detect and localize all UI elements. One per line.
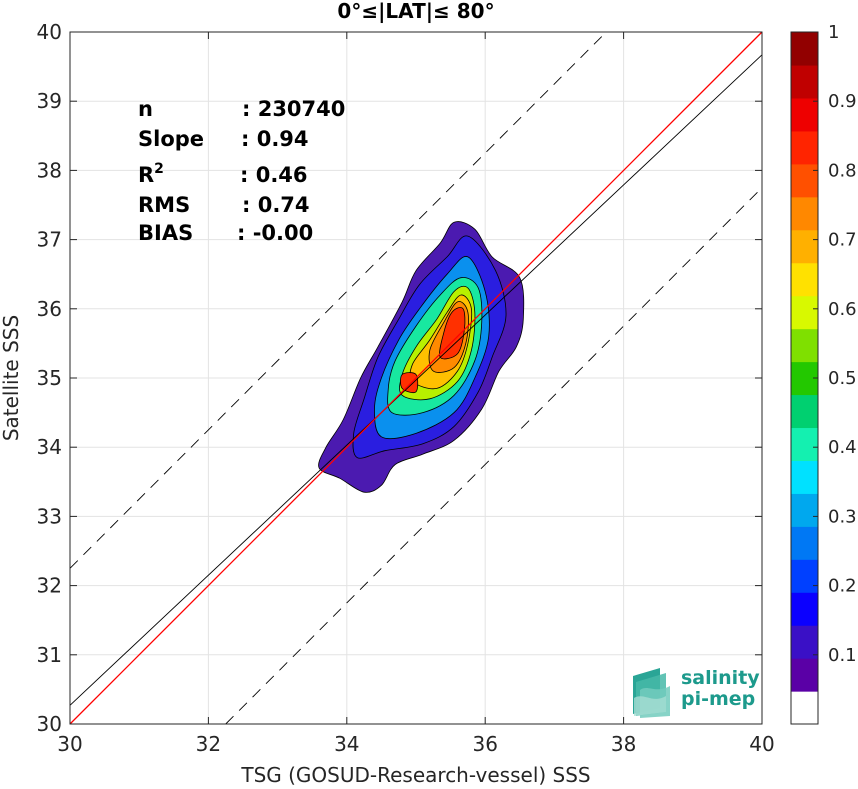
- stat-label: R2: [138, 161, 164, 187]
- colorbar-segment: [791, 559, 818, 593]
- colorbar-tick-label: 0.3: [828, 506, 857, 527]
- x-axis-ticks: 30 32 34 36 38 40: [57, 32, 775, 756]
- colorbar-tick-label: 0.9: [828, 91, 857, 112]
- reference-lines: [69, 31, 763, 725]
- stat-value: : 0.94: [241, 127, 309, 151]
- y-tick-label: 38: [37, 158, 62, 182]
- salinity-pi-mep-logo: salinity pi-mep: [633, 667, 760, 718]
- x-tick-label: 38: [611, 732, 636, 756]
- colorbar-segment: [791, 229, 818, 264]
- colorbar-segment: [791, 493, 818, 527]
- logo-text-pi-mep: pi-mep: [681, 688, 755, 710]
- stat-value: : 0.46: [240, 163, 308, 187]
- colorbar-tick-label: 0.7: [828, 230, 857, 251]
- contour-level-7: [439, 307, 466, 360]
- colorbar-segment: [791, 592, 818, 626]
- statistics-block: n : 230740 Slope : 0.94 R2 : 0.46 RMS : 0.74 BIA…: [138, 97, 345, 245]
- logo-text-salinity: salinity: [681, 667, 760, 689]
- colorbar-tick-label: 1: [828, 22, 839, 43]
- logo-wave-icon: [633, 668, 670, 718]
- stat-value: : 230740: [242, 97, 345, 121]
- y-tick-label: 40: [37, 20, 62, 44]
- stat-label-superscript: 2: [154, 161, 164, 177]
- colorbar-segment: [791, 32, 818, 66]
- colorbar-segment: [791, 196, 818, 231]
- stat-label: n: [138, 97, 153, 121]
- y-tick-label: 32: [37, 574, 62, 598]
- colorbar-segment: [791, 526, 818, 560]
- colorbar-tick-label: 0.6: [828, 299, 857, 320]
- x-tick-label: 36: [472, 732, 497, 756]
- colorbar-segment: [791, 427, 818, 461]
- colorbar-segment: [791, 460, 818, 494]
- colorbar-tick-label: 0.2: [828, 576, 857, 597]
- colorbar-tick-label: 0.1: [828, 645, 857, 666]
- stat-value: : -0.00: [237, 221, 313, 245]
- stat-label: Slope: [138, 127, 204, 151]
- one-to-one-line: [69, 31, 763, 725]
- colorbar-segment: [791, 691, 818, 725]
- y-tick-label: 31: [37, 643, 62, 667]
- colorbar-segment: [791, 130, 818, 165]
- y-tick-label: 37: [37, 228, 62, 252]
- x-tick-label: 40: [749, 732, 774, 756]
- colorbar-segment: [791, 328, 818, 363]
- y-axis-label: Satellite SSS: [0, 315, 23, 441]
- y-tick-label: 36: [37, 297, 62, 321]
- y-tick-label: 33: [37, 504, 62, 528]
- regression-line: [69, 54, 763, 706]
- colorbar-segment: [791, 97, 818, 132]
- y-tick-label: 39: [37, 89, 62, 113]
- colorbar-segment: [791, 394, 818, 429]
- y-tick-label: 30: [37, 712, 62, 736]
- x-tick-label: 34: [334, 732, 359, 756]
- bound-line-1: [225, 187, 763, 725]
- stat-label: RMS: [138, 193, 190, 217]
- x-tick-label: 32: [196, 732, 221, 756]
- colorbar-segment: [791, 163, 818, 198]
- colorbar-tick-label: 0.8: [828, 160, 857, 181]
- density-contours: [318, 221, 525, 493]
- colorbar-segment: [791, 658, 818, 692]
- colorbar-segment: [791, 625, 818, 659]
- colorbar-tick-label: 0.4: [828, 437, 857, 458]
- stat-label: BIAS: [138, 221, 193, 245]
- contour-level-8: [400, 372, 419, 394]
- x-tick-label: 30: [57, 732, 82, 756]
- stat-value: : 0.74: [242, 193, 310, 217]
- colorbar-segment: [791, 64, 818, 99]
- colorbar-tick-label: 0.5: [828, 368, 857, 389]
- colorbar-segment: [791, 295, 818, 330]
- y-axis-ticks: 30 31 32 33 34 35 36 37 38 39 40: [37, 20, 762, 736]
- colorbar: 0.1 0.2 0.3 0.4 0.5 0.6 0.7 0.8 0.9 1: [790, 22, 857, 725]
- chart-title: 0°≤|LAT|≤ 80°: [337, 0, 494, 23]
- y-tick-label: 35: [37, 366, 62, 390]
- colorbar-segment: [791, 262, 818, 297]
- bound-line-0: [69, 31, 607, 569]
- x-axis-label: TSG (GOSUD-Research-vessel) SSS: [240, 763, 590, 787]
- y-tick-label: 34: [37, 435, 62, 459]
